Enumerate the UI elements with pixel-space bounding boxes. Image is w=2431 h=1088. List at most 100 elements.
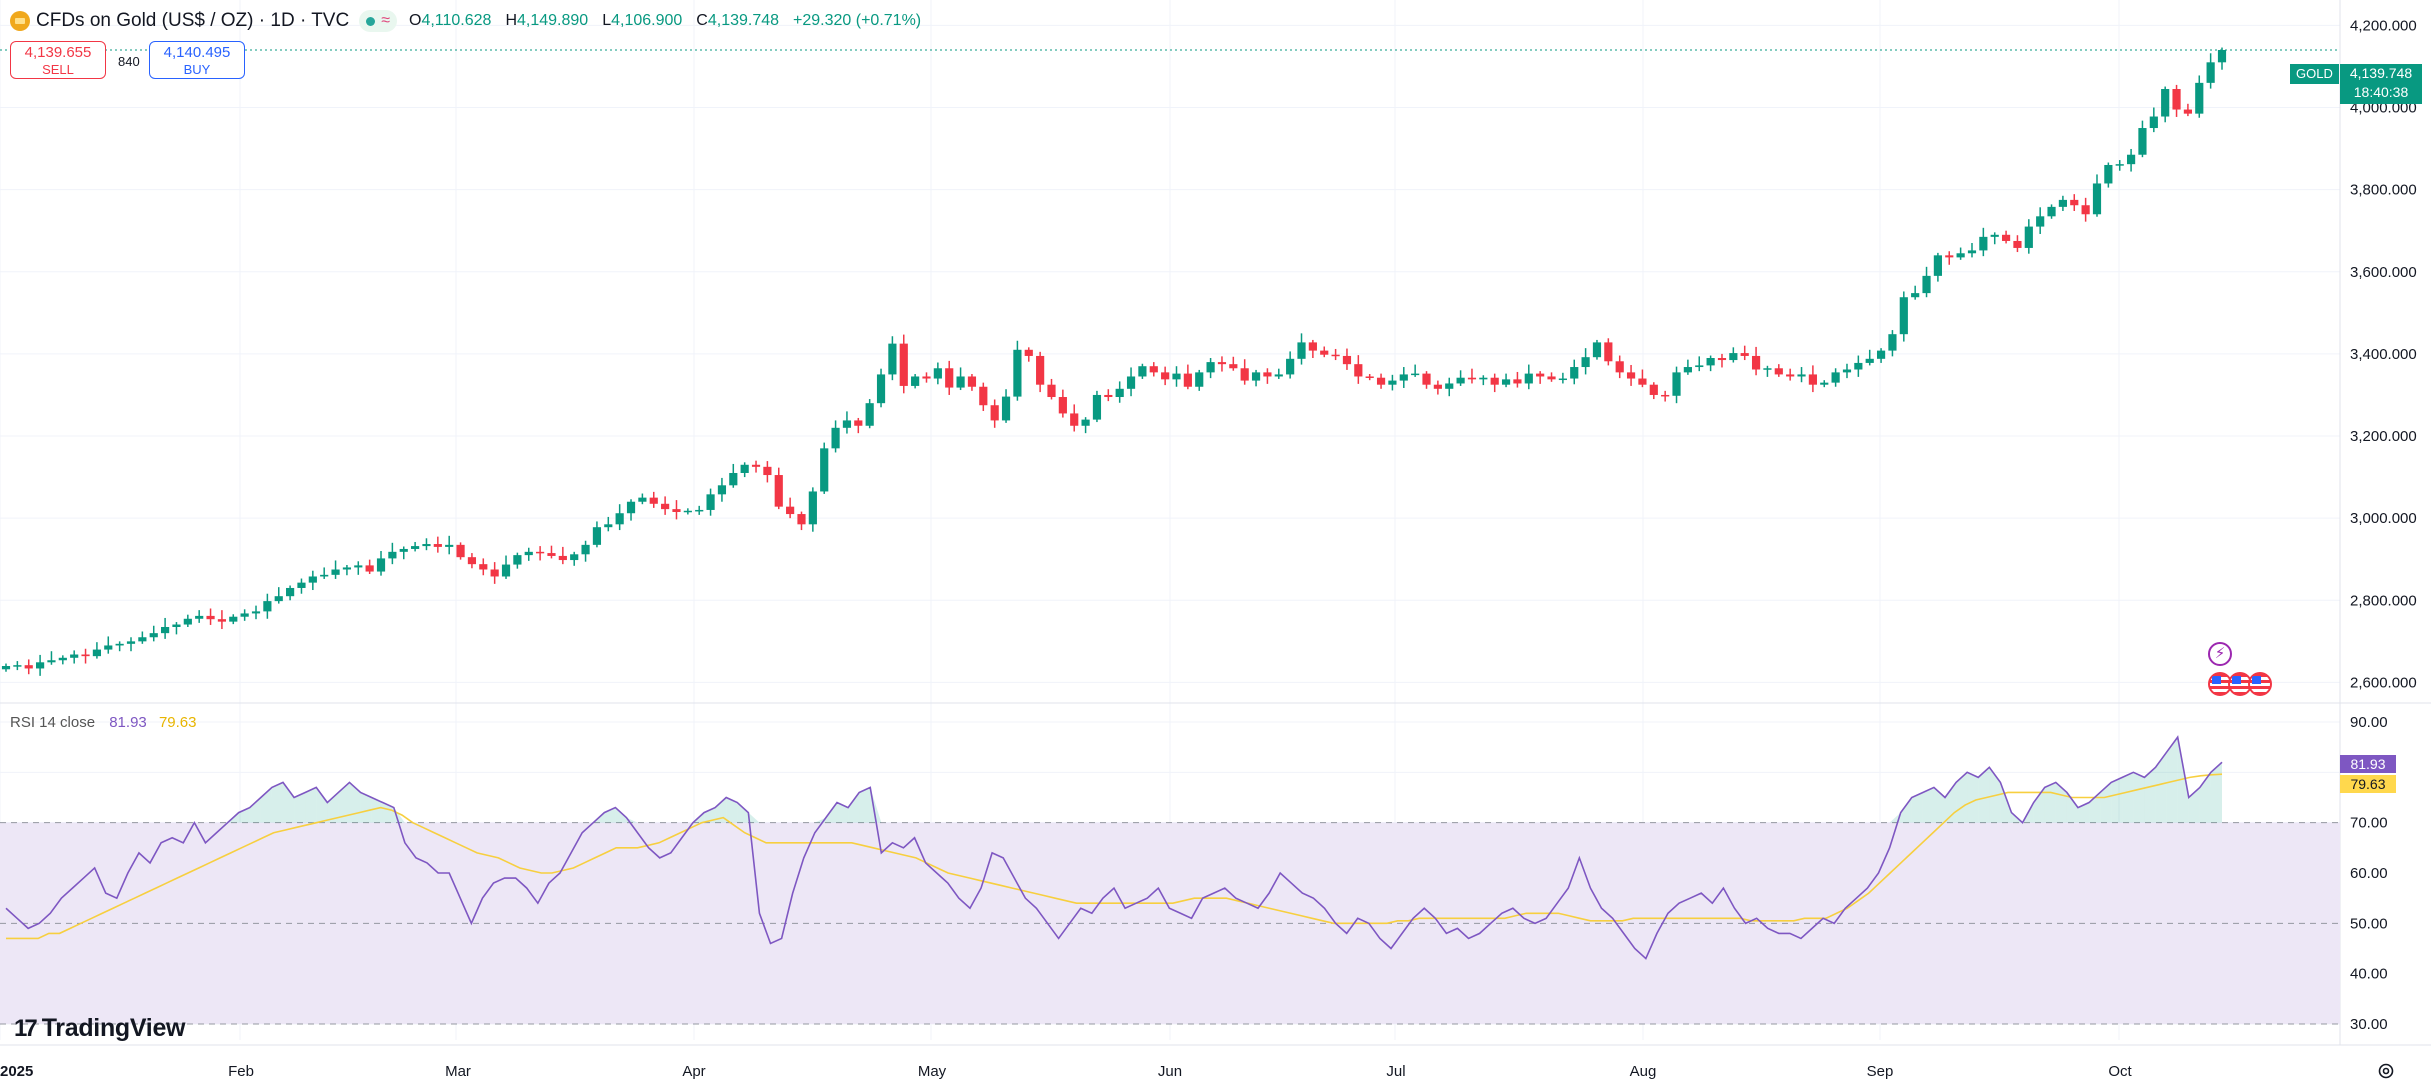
candle — [1376, 373, 1386, 389]
candle-body — [615, 513, 624, 525]
tradingview-logo[interactable]: 17 TradingView — [14, 1014, 186, 1043]
candle — [1286, 351, 1295, 379]
candle — [808, 487, 817, 532]
candle-body — [1456, 377, 1465, 384]
candle — [2013, 235, 2022, 253]
candle-body — [604, 524, 613, 528]
candle — [1854, 355, 1863, 377]
candle-body — [774, 475, 783, 507]
candle — [81, 648, 90, 664]
candle — [1604, 338, 1613, 366]
candle-body — [161, 626, 170, 634]
candle-body — [1706, 358, 1715, 366]
candle-body — [1763, 368, 1772, 370]
symbol-title[interactable]: CFDs on Gold (US$ / OZ) · 1D · TVC — [36, 10, 350, 31]
candle — [2047, 204, 2056, 219]
candle — [683, 508, 692, 515]
candle-body — [501, 564, 511, 577]
candle-body — [445, 544, 454, 547]
rsi-legend[interactable]: RSI 14 close 81.93 79.63 — [10, 714, 196, 731]
candle-body — [2183, 109, 2192, 114]
candle — [842, 411, 852, 434]
candle-body — [1001, 396, 1011, 421]
candle-body — [1990, 234, 1999, 237]
candle — [342, 564, 352, 576]
rsi-overbought-area — [2044, 782, 2056, 823]
candle-body — [1433, 384, 1442, 389]
rsi-overbought-area — [360, 792, 372, 823]
candle-body — [945, 368, 954, 388]
buy-button[interactable]: 4,140.495 BUY — [149, 41, 245, 79]
sell-button[interactable]: 4,139.655 SELL — [10, 41, 106, 79]
candle-body — [2013, 240, 2022, 248]
candle-body — [2047, 206, 2056, 217]
candle-body — [547, 553, 556, 556]
rsi-overbought-area — [338, 782, 350, 823]
candle — [717, 477, 727, 502]
candle — [1717, 353, 1727, 368]
candle — [786, 497, 795, 519]
candle-body — [842, 420, 852, 428]
price-scale-label: 3,200.000 — [2350, 428, 2417, 445]
candle-body — [1399, 374, 1408, 381]
candle-body — [661, 503, 670, 510]
candle-body — [58, 657, 67, 661]
rsi-title: RSI 14 close — [10, 714, 96, 731]
rsi-overbought-area — [1967, 772, 1979, 823]
candle — [2036, 207, 2045, 234]
time-axis-label: Apr — [682, 1063, 705, 1080]
candle — [1229, 356, 1238, 371]
candle-body — [967, 376, 977, 387]
candle-body — [911, 376, 920, 386]
market-status-pill[interactable]: ≈ — [359, 10, 397, 32]
candle — [274, 587, 283, 604]
candle-body — [104, 645, 113, 650]
us-flag-event-icon[interactable] — [2248, 672, 2272, 696]
candle — [1422, 371, 1431, 389]
candle — [1445, 377, 1454, 397]
candle — [1524, 364, 1533, 390]
candle-body — [1126, 376, 1136, 389]
candle — [1115, 381, 1124, 403]
settings-gear-icon[interactable] — [2376, 1061, 2396, 1081]
candle — [1615, 355, 1624, 379]
rsi-overbought-area — [726, 797, 738, 823]
candle-body — [467, 557, 477, 565]
last-price: 4,139.748 — [2349, 65, 2413, 81]
sell-label: SELL — [42, 62, 74, 77]
candle-body — [2001, 234, 2011, 241]
candle-body — [1183, 373, 1192, 387]
candle-body — [513, 555, 522, 565]
candle — [626, 499, 636, 521]
candle — [376, 551, 386, 576]
candle-body — [1558, 378, 1567, 381]
lightning-event-icon[interactable]: ⚡ — [2208, 642, 2232, 666]
candle — [513, 552, 522, 569]
candle-body — [1797, 374, 1806, 377]
rsi-overbought-area — [294, 792, 306, 823]
candle-body — [456, 544, 465, 558]
candle-body — [1524, 373, 1533, 384]
candle-body — [1740, 353, 1749, 356]
candle — [740, 462, 749, 478]
high-value: 4,149.890 — [517, 12, 589, 29]
candle — [501, 555, 511, 579]
candle-body — [1274, 374, 1283, 377]
candle-body — [751, 464, 761, 467]
candle-body — [1911, 293, 1920, 298]
candle-body — [1865, 358, 1874, 363]
candle-body — [1263, 372, 1272, 377]
candle-body — [1661, 394, 1670, 397]
candle-body — [2092, 183, 2102, 215]
bar-countdown: 18:40:38 — [2353, 84, 2409, 100]
candle — [2183, 103, 2192, 117]
candle-body — [115, 643, 124, 646]
candle — [1342, 348, 1352, 370]
candle — [899, 334, 908, 394]
rsi-overbought-area — [715, 797, 727, 823]
rsi-overbought-area — [837, 802, 849, 823]
rsi-overbought-area — [748, 812, 760, 823]
candle — [70, 650, 79, 664]
time-axis-label: Jun — [1158, 1063, 1182, 1080]
